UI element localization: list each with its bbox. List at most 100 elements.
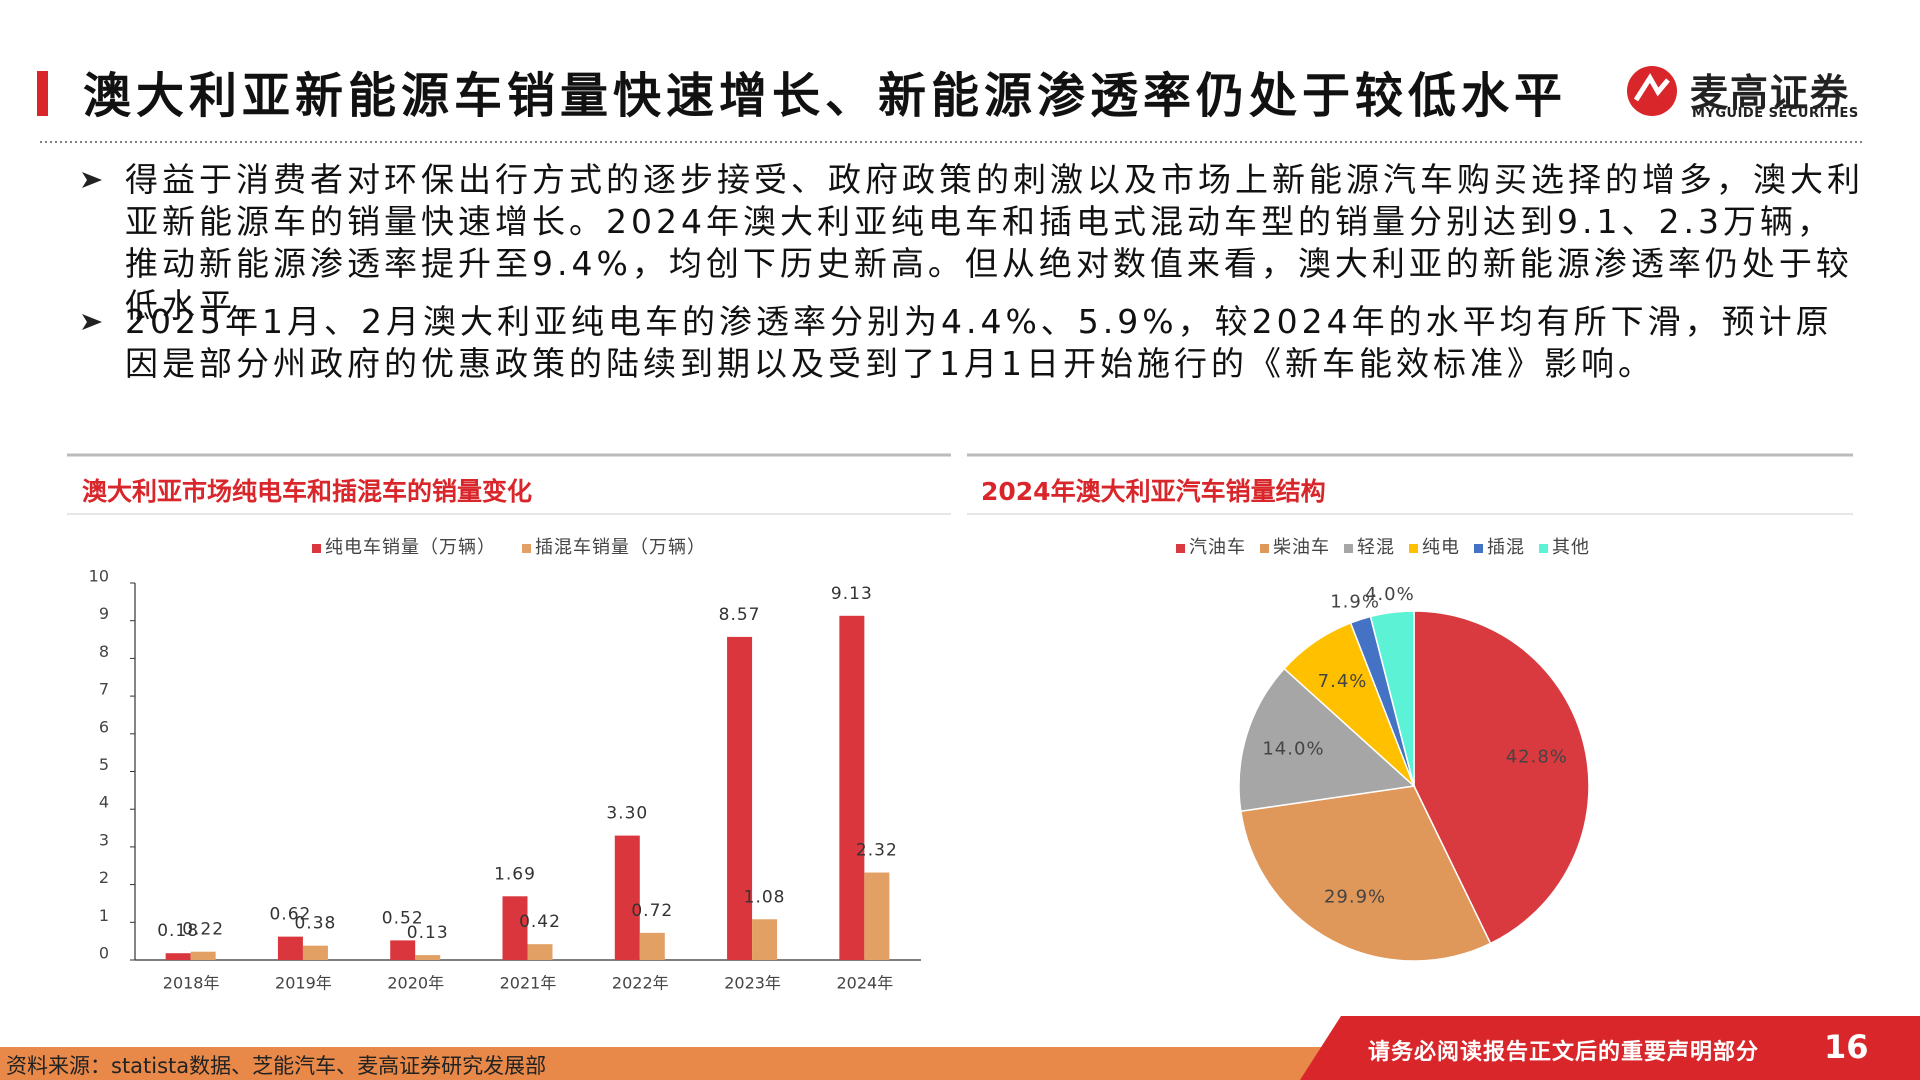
- y-tick-label: 4: [99, 793, 109, 812]
- data-label: 0.62: [269, 905, 311, 925]
- data-label: 1.69: [494, 864, 536, 884]
- x-tick-label: 2021年: [500, 974, 557, 993]
- legend-item: 纯电车销量（万辆）: [312, 533, 496, 559]
- data-label: 0.42: [519, 912, 561, 932]
- bar: [527, 944, 553, 960]
- charts: 0 1 2 3 4 5 6 7 8 9 10 0.18 0.62 0.52 1.69 3.30 8.57 9.13…: [89, 567, 1590, 993]
- legend-item: 纯电: [1409, 533, 1460, 559]
- bullet-arrow: [82, 172, 102, 188]
- bar: [390, 940, 416, 960]
- y-tick-label: 6: [99, 717, 109, 736]
- data-label: 1.08: [744, 887, 786, 907]
- data-label: 29.9%: [1324, 886, 1386, 907]
- bar: [165, 953, 191, 960]
- data-label: 7.4%: [1318, 671, 1368, 692]
- legend-label: 轻混: [1357, 537, 1395, 558]
- bar: [614, 835, 640, 960]
- legend-item: 其他: [1539, 533, 1590, 559]
- x-tick-label: 2024年: [836, 974, 893, 993]
- data-label: 8.57: [719, 605, 761, 625]
- legend-label: 纯电: [1422, 537, 1460, 558]
- footer-tab: [1300, 1016, 1920, 1080]
- legend-swatch: [1409, 543, 1418, 553]
- legend-swatch: [1176, 543, 1185, 553]
- legend-item: 插混车销量（万辆）: [522, 533, 706, 559]
- logo-subtext: MYGUIDE SECURITIES: [1692, 106, 1859, 121]
- slide-title: 澳大利亚新能源车销量快速增长、新能源渗透率仍处于较低水平: [83, 68, 1568, 124]
- bar: [839, 615, 865, 960]
- y-tick-label: 0: [99, 944, 109, 963]
- data-label: 9.13: [831, 584, 873, 604]
- bar: [302, 945, 328, 960]
- data-label: 42.8%: [1506, 747, 1568, 768]
- legend-item: 汽油车: [1176, 533, 1246, 559]
- bar: [864, 872, 890, 960]
- y-tick-label: 1: [99, 906, 109, 925]
- legend-swatch: [522, 543, 531, 553]
- title-accent: [37, 71, 48, 116]
- page-number: 16: [1824, 1028, 1869, 1066]
- legend-swatch: [312, 543, 321, 553]
- data-label: 4.0%: [1365, 584, 1415, 605]
- legend-label: 插混: [1487, 537, 1525, 558]
- logo-text: 麦高证券: [1690, 71, 1851, 115]
- legend-item: 插混: [1474, 533, 1525, 559]
- y-tick-label: 9: [99, 604, 109, 623]
- pie-slice: [1369, 610, 1415, 787]
- bar: [752, 919, 778, 960]
- bullet-arrow: [82, 314, 102, 330]
- x-tick-label: 2022年: [612, 974, 669, 993]
- data-label: 2.32: [856, 841, 898, 861]
- logo-icon: [1627, 66, 1677, 116]
- disclaimer: 请务必阅读报告正文后的重要声明部分: [1368, 1040, 1760, 1065]
- x-tick-label: 2019年: [275, 974, 332, 993]
- pie-slice: [1239, 785, 1492, 962]
- y-tick-label: 2: [99, 868, 109, 887]
- bar: [639, 932, 665, 960]
- legend-label: 汽油车: [1189, 537, 1246, 558]
- legend-label: 纯电车销量（万辆）: [325, 537, 496, 558]
- y-tick-label: 8: [99, 642, 109, 661]
- x-tick-label: 2020年: [387, 974, 444, 993]
- y-tick-label: 5: [99, 755, 109, 774]
- y-tick-label: 10: [89, 567, 109, 586]
- pie-slice: [1238, 667, 1416, 813]
- legend-item: 柴油车: [1260, 533, 1330, 559]
- legend-item: 轻混: [1344, 533, 1395, 559]
- data-label: 14.0%: [1262, 738, 1324, 759]
- data-label: 0.13: [407, 923, 449, 943]
- bar: [277, 936, 303, 960]
- data-label: 0.22: [182, 920, 224, 940]
- data-label: 0.18: [157, 921, 199, 941]
- legend-label: 其他: [1552, 537, 1590, 558]
- bar: [190, 951, 216, 960]
- y-tick-label: 7: [99, 680, 109, 699]
- legend-swatch: [1344, 543, 1353, 553]
- data-label: 0.38: [294, 914, 336, 934]
- data-label: 0.72: [631, 901, 673, 921]
- bar: [415, 955, 441, 960]
- legend-swatch: [1474, 543, 1483, 553]
- bar: [727, 636, 753, 960]
- bullet-text: 2025年1月、2月澳大利亚纯电车的渗透率分别为4.4%、5.9%，较2024年…: [125, 302, 1833, 383]
- legend-label: 柴油车: [1273, 537, 1330, 558]
- bullet-text: 得益于消费者对环保出行方式的逐步接受、政府政策的刺激以及市场上新能源汽车购买选择…: [125, 160, 1864, 325]
- legend-swatch: [1539, 543, 1548, 553]
- data-label: 1.9%: [1330, 592, 1380, 613]
- source-note: 资料来源：statista数据、芝能汽车、麦高证券研究发展部: [6, 1054, 547, 1078]
- legend: 纯电车销量（万辆） 插混车销量（万辆）: [312, 533, 706, 559]
- chart-title: 澳大利亚市场纯电车和插混车的销量变化: [82, 477, 533, 506]
- legend-swatch: [1260, 543, 1269, 553]
- x-tick-label: 2018年: [163, 974, 220, 993]
- data-label: 3.30: [606, 804, 648, 824]
- legend-label: 插混车销量（万辆）: [535, 537, 706, 558]
- pie-slice: [1413, 610, 1590, 945]
- data-label: 0.52: [382, 908, 424, 928]
- chart-title: 2024年澳大利亚汽车销量结构: [981, 477, 1326, 506]
- legend: 汽油车 柴油车 轻混 纯电 插混 其他: [1176, 533, 1590, 559]
- y-tick-label: 3: [99, 830, 109, 849]
- bar: [502, 896, 528, 960]
- x-tick-label: 2023年: [724, 974, 781, 993]
